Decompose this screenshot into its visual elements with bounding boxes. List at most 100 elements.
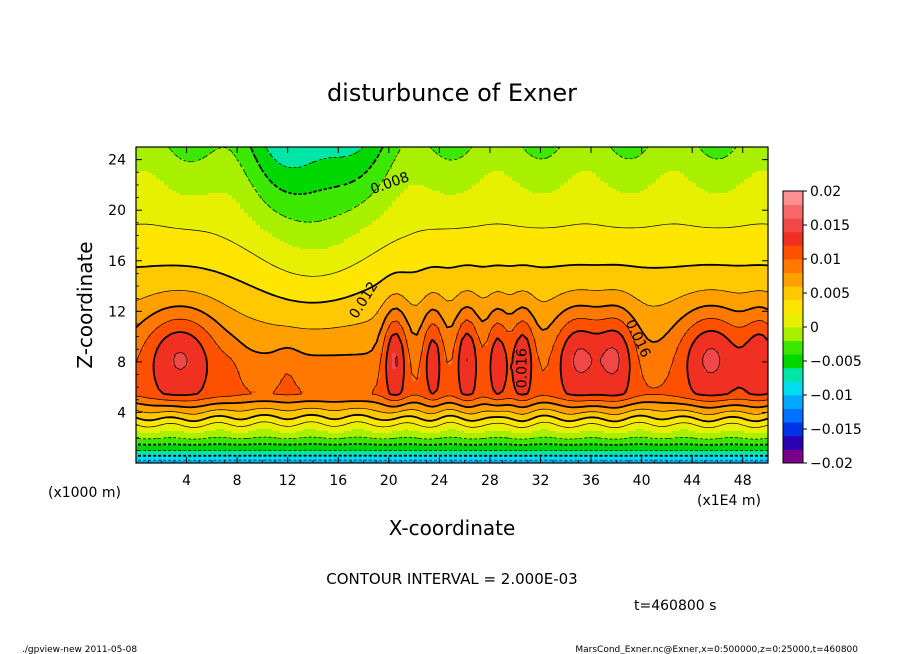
field-cell — [560, 373, 629, 376]
field-cell — [724, 411, 745, 414]
field-cell — [324, 423, 349, 426]
field-cell — [208, 367, 237, 370]
y-tick-label: 8 — [117, 355, 126, 371]
field-cell — [200, 325, 221, 328]
field-cell — [404, 345, 409, 348]
field-cell — [364, 353, 381, 356]
field-cell — [532, 373, 561, 376]
field-cell — [696, 431, 721, 434]
field-cell — [644, 333, 669, 336]
field-cell — [380, 363, 389, 366]
field-cell — [376, 381, 389, 384]
field-cell — [672, 367, 689, 370]
field-cell — [248, 249, 381, 252]
field-cell — [436, 405, 461, 408]
field-cell — [604, 367, 621, 370]
field-cell — [136, 155, 177, 158]
field-cell — [488, 317, 533, 320]
field-cell — [208, 369, 237, 372]
field-cell — [472, 399, 517, 402]
field-cell — [408, 185, 425, 188]
field-cell — [164, 291, 197, 294]
field-cell — [764, 419, 768, 422]
field-cell — [384, 323, 393, 326]
field-cell — [292, 425, 329, 428]
field-cell — [492, 331, 509, 334]
field-cell — [252, 317, 373, 320]
field-cell — [372, 349, 385, 352]
field-cell — [136, 235, 221, 238]
field-cell — [376, 425, 393, 428]
field-cell — [640, 301, 669, 304]
field-cell — [228, 305, 381, 308]
field-cell — [364, 289, 577, 292]
field-cell — [136, 261, 269, 264]
field-cell — [452, 325, 461, 328]
field-cell — [216, 343, 245, 346]
field-cell — [420, 369, 429, 372]
field-cell — [276, 387, 301, 390]
field-cell — [276, 423, 301, 426]
field-cell — [668, 331, 689, 334]
field-cell — [272, 391, 305, 394]
field-cell — [692, 391, 733, 394]
field-cell — [628, 363, 641, 366]
field-cell — [372, 193, 401, 196]
field-cell — [516, 323, 529, 326]
field-cell — [196, 337, 213, 340]
field-cell — [628, 265, 689, 268]
field-cell — [540, 299, 549, 302]
field-cell — [136, 431, 141, 434]
field-cell — [272, 233, 357, 236]
field-cell — [580, 425, 605, 428]
field-cell — [136, 399, 165, 402]
field-cell — [472, 391, 493, 394]
field-cell — [256, 187, 281, 190]
field-cell — [564, 327, 629, 330]
field-cell — [424, 339, 433, 342]
field-cell — [388, 299, 409, 302]
field-cell — [560, 411, 589, 414]
field-cell — [388, 209, 768, 212]
field-cell — [240, 245, 293, 248]
field-cell — [404, 379, 413, 382]
field-cell — [640, 355, 677, 358]
field-cell — [648, 339, 661, 342]
field-cell — [564, 309, 625, 312]
field-cell — [724, 405, 745, 408]
field-cell — [628, 343, 637, 346]
field-cell — [404, 347, 409, 350]
field-cell — [532, 351, 537, 354]
field-cell — [136, 303, 225, 306]
field-cell — [556, 335, 569, 338]
field-cell — [476, 373, 493, 376]
field-cell — [332, 245, 385, 248]
field-cell — [388, 313, 405, 316]
x-tick-label: 24 — [430, 473, 448, 489]
field-cell — [232, 395, 381, 398]
field-cell — [432, 323, 437, 326]
field-cell — [492, 327, 505, 330]
field-cell — [436, 391, 461, 394]
field-cell — [388, 377, 405, 380]
field-cell — [296, 417, 329, 420]
x-tick-label: 40 — [633, 473, 651, 489]
field-cell — [408, 353, 421, 356]
x-tick-label: 32 — [532, 473, 550, 489]
field-cell — [156, 327, 205, 330]
field-cell — [672, 325, 693, 328]
field-cell — [516, 311, 533, 314]
field-cell — [352, 209, 389, 212]
field-cell — [136, 283, 249, 286]
field-cell — [548, 327, 565, 330]
field-cell — [148, 317, 213, 320]
field-cell — [456, 343, 461, 346]
field-cell — [692, 327, 768, 330]
field-cell — [632, 295, 685, 298]
field-cell — [512, 351, 533, 354]
field-cell — [532, 355, 537, 358]
field-cell — [464, 191, 533, 194]
field-cell — [392, 337, 401, 340]
field-cell — [592, 171, 669, 174]
